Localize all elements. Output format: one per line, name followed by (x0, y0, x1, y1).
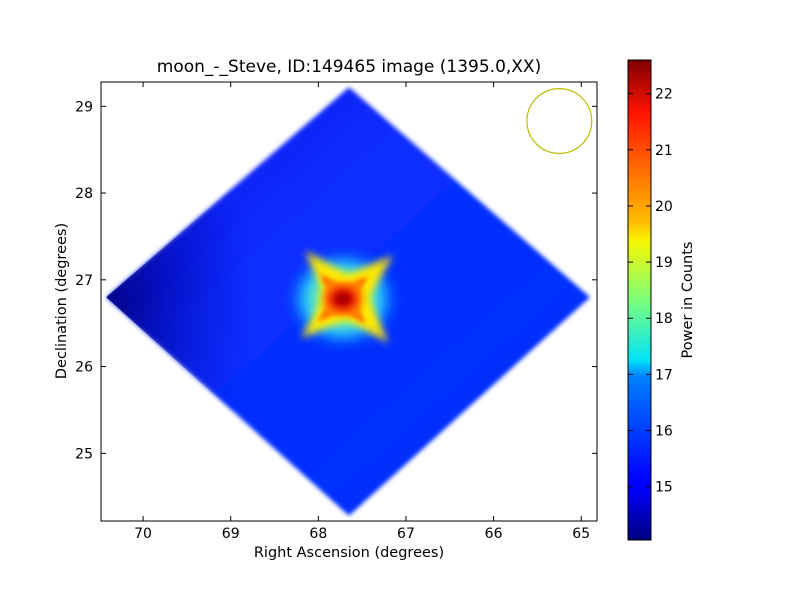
colorbar-tick-label: 15 (655, 480, 673, 496)
colorbar-ticks: 15 16 17 18 19 20 21 22 (628, 87, 673, 496)
colorbar-label: Power in Counts (680, 242, 696, 359)
y-tick-label: 28 (75, 186, 93, 202)
colorbar (627, 59, 652, 541)
y-tick-label: 26 (75, 360, 93, 376)
hotspot (284, 246, 401, 351)
y-tick-label: 25 (75, 446, 93, 462)
colorbar-tick-label: 16 (655, 424, 673, 440)
x-tick-label: 66 (485, 526, 503, 542)
y-axis-ticks: 25 26 27 28 29 (75, 99, 597, 462)
x-tick-label: 67 (397, 526, 415, 542)
chart-title: moon_-_Steve, ID:149465 image (1395.0,XX… (157, 57, 541, 77)
y-axis-label: Declination (degrees) (54, 223, 70, 379)
colorbar-tick-label: 22 (655, 87, 673, 103)
colorbar-tick-label: 18 (655, 311, 673, 327)
x-tick-label: 70 (134, 526, 152, 542)
hotspot-core (316, 276, 369, 321)
colorbar-tick-label: 20 (655, 199, 673, 215)
axes-frame (100, 81, 598, 522)
x-tick-label: 69 (222, 526, 240, 542)
x-axis-label: Right Ascension (degrees) (254, 545, 444, 561)
x-axis-ticks: 70 69 68 67 66 65 (134, 82, 590, 542)
sky-map-dark-edge (106, 87, 349, 516)
y-tick-label: 29 (75, 99, 93, 115)
colorbar-tick-label: 17 (655, 367, 673, 383)
x-tick-label: 68 (309, 526, 327, 542)
beam-circle (526, 88, 593, 155)
y-tick-label: 27 (75, 273, 93, 289)
colorbar-tick-label: 19 (655, 255, 673, 271)
x-tick-label: 65 (572, 526, 590, 542)
colorbar-tick-label: 21 (655, 143, 673, 159)
